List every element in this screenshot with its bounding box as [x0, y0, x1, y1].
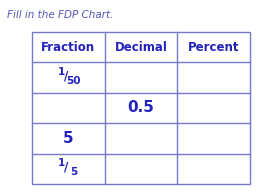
Text: Fraction: Fraction: [41, 41, 95, 54]
Bar: [32, 32, 250, 184]
Text: 50: 50: [66, 76, 81, 86]
Text: Fill in the FDP Chart.: Fill in the FDP Chart.: [7, 10, 113, 20]
Text: /: /: [64, 70, 68, 83]
Text: /: /: [64, 161, 68, 174]
Text: 5: 5: [63, 131, 74, 146]
Text: Percent: Percent: [188, 41, 239, 54]
Text: Decimal: Decimal: [114, 41, 167, 54]
Text: 5: 5: [70, 167, 77, 178]
Text: 1: 1: [57, 67, 65, 77]
Text: 0.5: 0.5: [128, 100, 154, 115]
Text: 1: 1: [57, 158, 65, 168]
